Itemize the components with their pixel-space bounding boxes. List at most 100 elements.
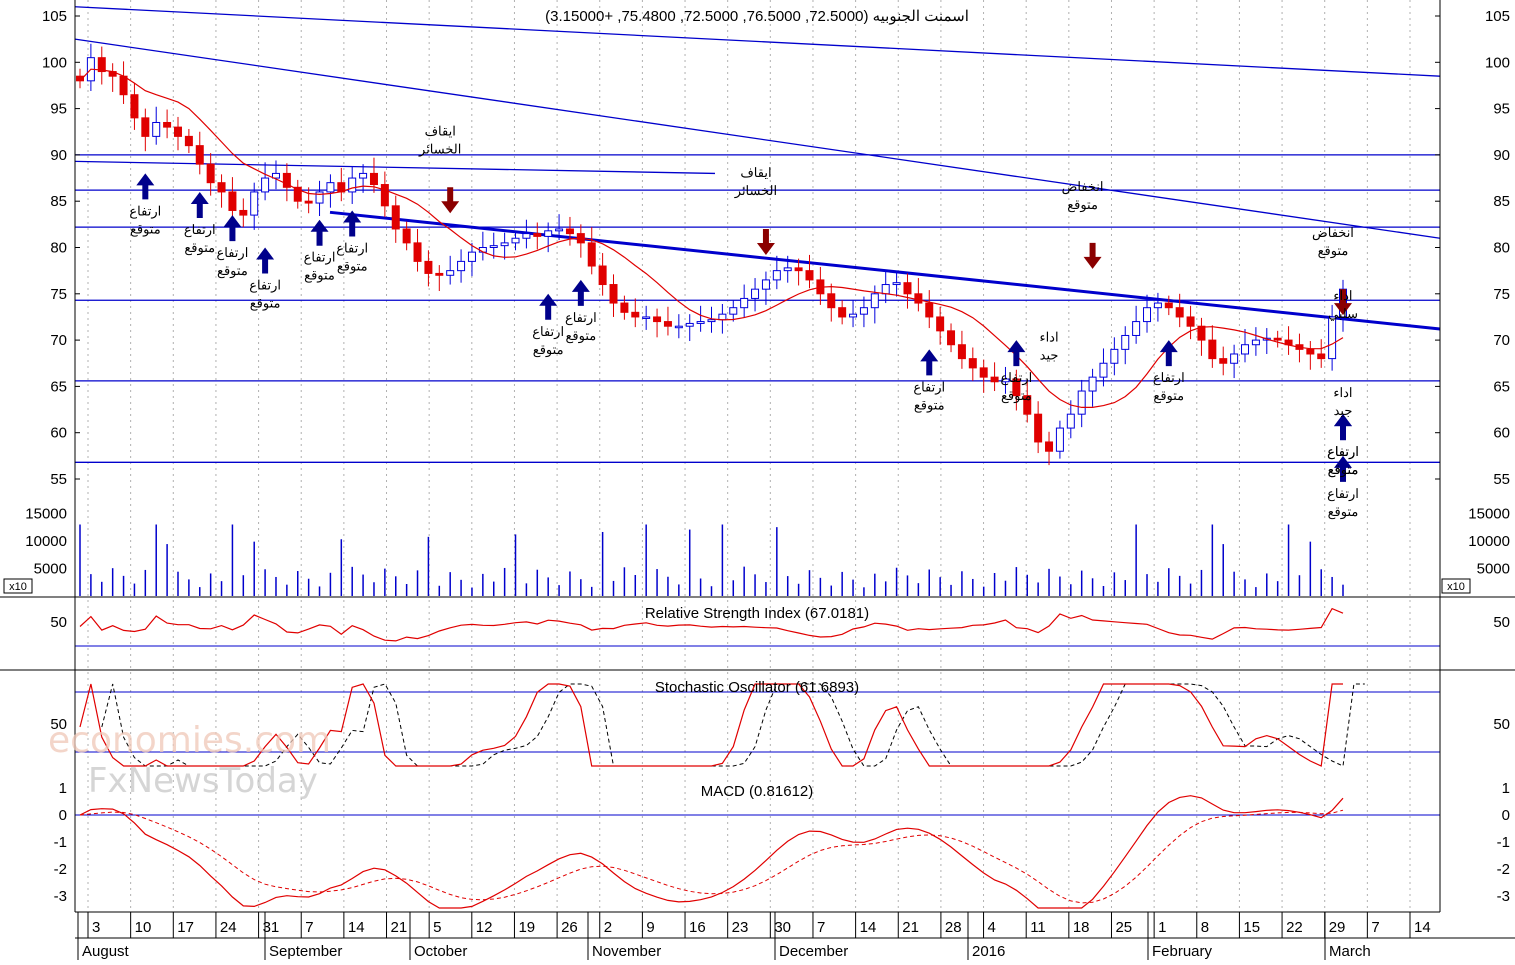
candle-body	[424, 260, 433, 274]
candle-body	[1230, 353, 1239, 364]
volume-tick-label-left: 10000	[25, 533, 67, 550]
annotation-label: ارتفاع	[249, 278, 281, 294]
candle-body	[1251, 339, 1260, 346]
annotation-label: ارتفاع	[129, 203, 161, 219]
month-label: 2016	[972, 943, 1005, 960]
macd-panel	[75, 795, 1440, 909]
candle-body	[184, 135, 193, 147]
buy-arrow-icon	[223, 215, 242, 242]
buy-arrow-icon	[256, 247, 275, 274]
candle-body	[1219, 358, 1228, 364]
date-tick-label: 12	[476, 919, 493, 936]
candle-body	[729, 307, 738, 315]
candle-body	[936, 316, 945, 332]
trend-line-upper	[74, 6, 1441, 77]
candle-body	[326, 182, 335, 193]
date-tick-label: 29	[1329, 919, 1346, 936]
price-tick-label-left: 65	[50, 378, 67, 395]
candle-body	[870, 293, 879, 309]
annotation-label: اداء	[1333, 288, 1352, 303]
candle-body	[653, 316, 662, 323]
date-tick-label: 28	[945, 919, 962, 936]
annotation-label: سلبي	[1328, 306, 1358, 321]
candle-body	[957, 344, 966, 360]
month-label: November	[592, 943, 661, 960]
date-tick-label: 25	[1115, 919, 1132, 936]
candle-body	[1132, 321, 1141, 336]
macd-tick-label-right: 0	[1502, 807, 1510, 824]
candle-body	[598, 265, 607, 286]
candle-body	[1045, 441, 1054, 452]
buy-arrow-icon	[1007, 340, 1026, 367]
candle-body	[1241, 344, 1250, 355]
annotation-label: جيد	[1040, 348, 1059, 363]
candle-body	[1121, 334, 1130, 350]
date-tick-label: 5	[433, 919, 441, 936]
date-tick-label: 16	[689, 919, 706, 936]
candle-body	[620, 302, 629, 313]
buy-arrow-icon	[190, 191, 209, 218]
trend-line-short	[74, 160, 716, 175]
price-tick-label-right: 75	[1493, 286, 1510, 303]
macd-tick-label-right: 1	[1502, 780, 1510, 797]
price-tick-label-right: 100	[1485, 54, 1510, 71]
date-tick-label: 21	[391, 919, 408, 936]
candle-body	[76, 75, 84, 82]
candle-body	[587, 242, 596, 267]
candle-body	[369, 172, 378, 186]
price-tick-label-right: 90	[1493, 147, 1510, 164]
candle-body	[1328, 316, 1337, 360]
annotation-label: اداء	[1039, 330, 1058, 345]
sell-arrow-icon	[441, 187, 460, 214]
candle-body	[282, 172, 291, 188]
candle-body	[173, 126, 182, 137]
candle-body	[522, 233, 531, 239]
price-tick-label-right: 55	[1493, 471, 1510, 488]
candle-body	[97, 57, 106, 73]
price-tick-label-right: 85	[1493, 193, 1510, 210]
date-tick-label: 7	[817, 919, 825, 936]
annotation-label: ارتفاع	[1327, 444, 1359, 460]
date-tick-label: 15	[1243, 919, 1260, 936]
candle-body	[707, 319, 716, 323]
stochastic-tick-label-left: 50	[50, 716, 67, 733]
candle-body	[446, 270, 455, 276]
date-tick-label: 3	[92, 919, 100, 936]
candle-body	[1055, 427, 1064, 452]
candle-body	[783, 267, 792, 272]
candle-body	[1317, 353, 1326, 360]
volume-multiplier-box-right	[1441, 578, 1471, 594]
buy-arrow-icon	[343, 210, 362, 237]
candle-body	[674, 325, 683, 329]
sell-arrow-icon	[1334, 289, 1352, 316]
date-tick-label: 14	[348, 919, 365, 936]
candle-body	[979, 367, 988, 378]
date-tick-label: 30	[774, 919, 791, 936]
candle-body	[794, 267, 803, 272]
candle-body	[489, 245, 498, 248]
candle-body	[859, 307, 868, 315]
candle-body	[685, 322, 694, 327]
rsi-tick-label-right: 50	[1493, 614, 1510, 631]
candle-body	[1110, 348, 1119, 364]
buy-arrow-icon	[571, 279, 590, 306]
volume-multiplier-box-left	[3, 578, 33, 594]
candle-body	[206, 163, 215, 184]
candle-body	[642, 316, 651, 319]
candle-body	[250, 191, 259, 216]
date-tick-label: 8	[1201, 919, 1209, 936]
candle-body	[903, 282, 912, 295]
rsi-tick-label-left: 50	[50, 614, 67, 631]
price-tick-label-left: 90	[50, 147, 67, 164]
annotation-label: متوقع	[914, 397, 945, 413]
macd-title: MACD (0.81612)	[701, 783, 814, 800]
volume-tick-label-left: 15000	[25, 506, 67, 523]
month-label: March	[1329, 943, 1371, 960]
candle-body	[555, 228, 564, 232]
month-label: February	[1152, 943, 1213, 960]
candle-body	[718, 313, 727, 321]
candle-body	[228, 191, 237, 211]
